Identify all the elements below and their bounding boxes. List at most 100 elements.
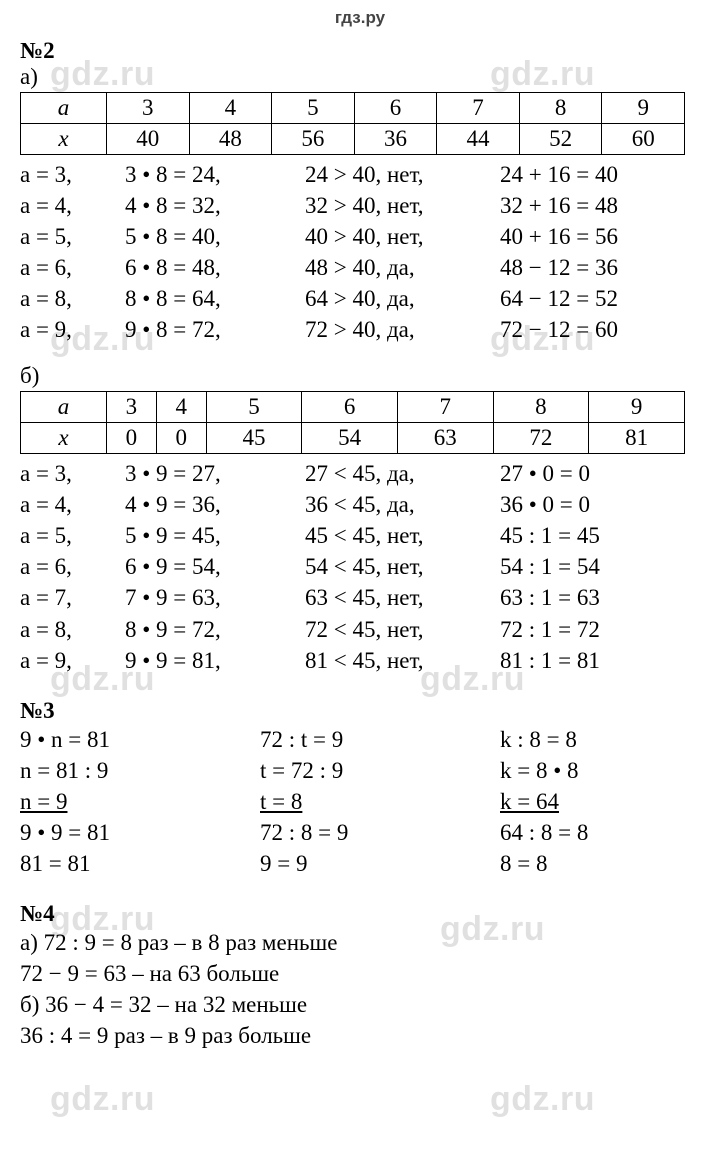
- table-cell: 3: [107, 392, 157, 423]
- c: 72 : t = 9: [260, 724, 500, 755]
- table-cell: 5: [272, 93, 355, 124]
- c: 3 • 8 = 24,: [125, 159, 305, 190]
- c: 9 = 9: [260, 848, 500, 879]
- table-cell: 7: [437, 93, 520, 124]
- table-cell: 48: [189, 124, 272, 155]
- table-cell: 52: [519, 124, 602, 155]
- c: 72 : 8 = 9: [260, 817, 500, 848]
- table-cell: 81: [589, 423, 685, 454]
- c: 9 • n = 81: [20, 724, 260, 755]
- part-a-label: а): [20, 64, 690, 90]
- c: a = 8,: [20, 614, 125, 645]
- c: 4 • 9 = 36,: [125, 489, 305, 520]
- c: t = 72 : 9: [260, 755, 500, 786]
- table-cell: 56: [272, 124, 355, 155]
- table-2a: a 3 4 5 6 7 8 9 x 40 48 56 36 44 52 60: [20, 92, 685, 155]
- c: n = 81 : 9: [20, 755, 260, 786]
- p4-line: 36 : 4 = 9 раз – в 9 раз больше: [20, 1020, 690, 1051]
- c: a = 8,: [20, 283, 125, 314]
- c: a = 5,: [20, 221, 125, 252]
- c: 9 • 9 = 81,: [125, 645, 305, 676]
- c: k = 8 • 8: [500, 755, 700, 786]
- p4-line: а) 72 : 9 = 8 раз – в 8 раз меньше: [20, 927, 690, 958]
- table-cell: 8: [519, 93, 602, 124]
- table-cell: 40: [107, 124, 190, 155]
- c: 27 < 45, да,: [305, 458, 500, 489]
- table-cell: a: [21, 93, 107, 124]
- table-cell: 7: [397, 392, 493, 423]
- c: 32 > 40, нет,: [305, 190, 500, 221]
- c: 9 • 8 = 72,: [125, 314, 305, 345]
- c: 36 • 0 = 0: [500, 489, 700, 520]
- table-cell: 5: [206, 392, 302, 423]
- c: 72 > 40, да,: [305, 314, 500, 345]
- table-cell: 4: [156, 392, 206, 423]
- table-cell: 4: [189, 93, 272, 124]
- p4-line: 72 − 9 = 63 – на 63 больше: [20, 958, 690, 989]
- c: 32 + 16 = 48: [500, 190, 700, 221]
- c: 72 < 45, нет,: [305, 614, 500, 645]
- c: 6 • 9 = 54,: [125, 551, 305, 582]
- table-cell: 6: [302, 392, 398, 423]
- c: k : 8 = 8: [500, 724, 700, 755]
- table-cell: x: [21, 423, 107, 454]
- table-cell: a: [21, 392, 107, 423]
- c: 5 • 8 = 40,: [125, 221, 305, 252]
- c: a = 9,: [20, 314, 125, 345]
- c: 64 > 40, да,: [305, 283, 500, 314]
- ans: t = 8: [260, 789, 302, 814]
- table-cell: 72: [493, 423, 589, 454]
- table-cell: 60: [602, 124, 685, 155]
- c: 40 + 16 = 56: [500, 221, 700, 252]
- page-header: гдз.ру: [0, 0, 720, 32]
- table-cell: 9: [602, 93, 685, 124]
- c: 81 : 1 = 81: [500, 645, 700, 676]
- c: a = 6,: [20, 551, 125, 582]
- work-3: 9 • n = 8172 : t = 9k : 8 = 8 n = 81 : 9…: [20, 724, 700, 879]
- c: 8 = 8: [500, 848, 700, 879]
- c: 64 − 12 = 52: [500, 283, 700, 314]
- watermark-text: gdz.ru: [50, 1080, 155, 1119]
- c: 72 − 12 = 60: [500, 314, 700, 345]
- table-cell: 36: [354, 124, 437, 155]
- c: 3 • 9 = 27,: [125, 458, 305, 489]
- problem-2-title: №2: [20, 38, 690, 64]
- c: a = 6,: [20, 252, 125, 283]
- c: a = 7,: [20, 582, 125, 613]
- c: 7 • 9 = 63,: [125, 582, 305, 613]
- table-cell: 6: [354, 93, 437, 124]
- work-2b: a = 3,3 • 9 = 27,27 < 45, да,27 • 0 = 0 …: [20, 458, 700, 675]
- table-cell: 63: [397, 423, 493, 454]
- c: 45 : 1 = 45: [500, 520, 700, 551]
- c: 48 − 12 = 36: [500, 252, 700, 283]
- c: 8 • 9 = 72,: [125, 614, 305, 645]
- table-cell: 8: [493, 392, 589, 423]
- c: 54 < 45, нет,: [305, 551, 500, 582]
- c: k = 64: [500, 786, 700, 817]
- table-cell: 0: [107, 423, 157, 454]
- problem-3-title: №3: [20, 698, 690, 724]
- c: a = 3,: [20, 159, 125, 190]
- table-cell: 0: [156, 423, 206, 454]
- c: 63 < 45, нет,: [305, 582, 500, 613]
- watermark-text: gdz.ru: [490, 1080, 595, 1119]
- c: n = 9: [20, 786, 260, 817]
- table-cell: 54: [302, 423, 398, 454]
- c: 36 < 45, да,: [305, 489, 500, 520]
- c: a = 9,: [20, 645, 125, 676]
- c: 81 < 45, нет,: [305, 645, 500, 676]
- c: 64 : 8 = 8: [500, 817, 700, 848]
- table-cell: 44: [437, 124, 520, 155]
- work-2a: a = 3,3 • 8 = 24,24 > 40, нет,24 + 16 = …: [20, 159, 700, 345]
- c: a = 5,: [20, 520, 125, 551]
- c: 27 • 0 = 0: [500, 458, 700, 489]
- table-cell: 45: [206, 423, 302, 454]
- table-2b: a 3 4 5 6 7 8 9 x 0 0 45 54 63 72 81: [20, 391, 685, 454]
- table-cell: 3: [107, 93, 190, 124]
- c: 24 > 40, нет,: [305, 159, 500, 190]
- table-cell: 9: [589, 392, 685, 423]
- problem-4-title: №4: [20, 901, 690, 927]
- c: 54 : 1 = 54: [500, 551, 700, 582]
- c: 6 • 8 = 48,: [125, 252, 305, 283]
- c: 45 < 45, нет,: [305, 520, 500, 551]
